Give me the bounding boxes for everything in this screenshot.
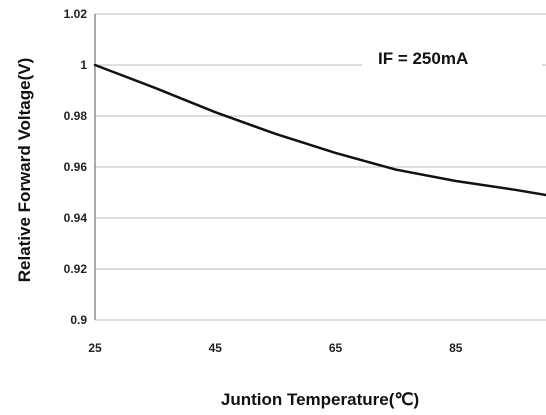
grid-layer <box>95 13 546 321</box>
y-tick-label: 0.96 <box>64 160 88 174</box>
x-tick-label: 45 <box>209 341 223 355</box>
y-axis-title: Relative Forward Voltage(V) <box>15 58 34 283</box>
y-tick-label: 0.92 <box>64 262 88 276</box>
annotation-background <box>362 40 542 76</box>
x-tick-label: 85 <box>449 341 463 355</box>
y-tick-label: 0.9 <box>70 313 87 327</box>
tick-layer: 0.9 0.92 0.94 0.96 0.98 1 1.02 25 45 65 85 <box>64 7 542 355</box>
x-tick-label: 65 <box>329 341 343 355</box>
series-layer <box>93 63 546 197</box>
annotation-label: IF = 250mA <box>378 49 468 68</box>
x-axis-title: Juntion Temperature(℃) <box>221 390 419 409</box>
y-tick-label: 1.02 <box>64 7 88 21</box>
y-tick-label: 1 <box>80 58 87 72</box>
x-tick-label: 25 <box>88 341 102 355</box>
series-line <box>93 63 546 197</box>
y-tick-label: 0.98 <box>64 109 88 123</box>
y-tick-label: 0.94 <box>64 211 88 225</box>
